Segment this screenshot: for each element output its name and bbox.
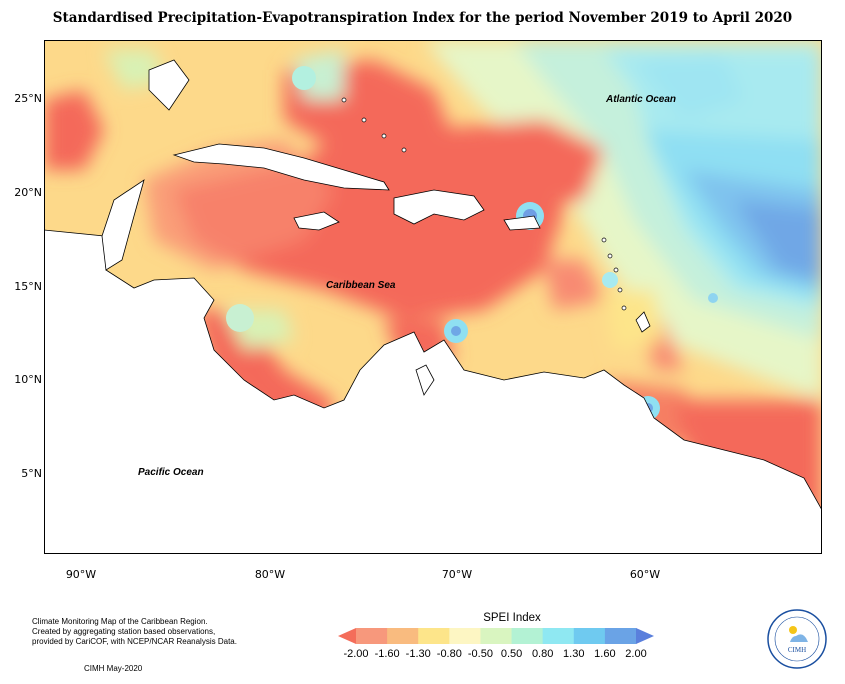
trinidad bbox=[635, 311, 651, 333]
lon-label-90w: 90°W bbox=[65, 568, 97, 581]
legend-arrow-low bbox=[338, 628, 356, 644]
lon-label-70w: 70°W bbox=[441, 568, 473, 581]
legend-swatch bbox=[542, 628, 575, 644]
legend-arrow-high bbox=[636, 628, 654, 644]
legend-tick-label: 2.00 bbox=[625, 648, 647, 660]
legend-swatch bbox=[604, 628, 637, 644]
map-canvas bbox=[44, 40, 822, 554]
yucatan bbox=[101, 179, 145, 271]
land-masses bbox=[44, 59, 822, 554]
legend-tick-label: -1.60 bbox=[374, 648, 400, 660]
legend-tick-label: 0.50 bbox=[500, 648, 523, 660]
legend-tick-label: -0.80 bbox=[436, 648, 462, 660]
footer-note: Climate Monitoring Map of the Caribbean … bbox=[32, 617, 237, 647]
legend-tick-label: 0.80 bbox=[531, 648, 554, 660]
legend-tick-label: -2.00 bbox=[343, 648, 369, 660]
lat-label-20n: 20°N bbox=[14, 186, 42, 199]
legend-swatch bbox=[449, 628, 481, 644]
footer-line: Climate Monitoring Map of the Caribbean … bbox=[32, 617, 208, 626]
sun-icon bbox=[789, 626, 797, 634]
lat-label-5n: 5°N bbox=[21, 467, 42, 480]
florida bbox=[148, 59, 190, 111]
atlantic-ocean-label: Atlantic Ocean bbox=[606, 94, 677, 105]
footer-line: Created by aggregating station based obs… bbox=[32, 627, 216, 636]
legend-swatch bbox=[418, 628, 450, 644]
cloud-icon bbox=[790, 634, 808, 642]
svg-text:CIMH: CIMH bbox=[788, 646, 806, 654]
lat-label-15n: 15°N bbox=[14, 280, 42, 293]
footer-line: provided by CariCOF, with NCEP/NCAR Rean… bbox=[32, 637, 237, 646]
spei-map bbox=[44, 40, 822, 554]
footer-credit: CIMH May-2020 bbox=[84, 664, 143, 673]
legend-tick-label: -0.50 bbox=[467, 648, 493, 660]
map-title: Standardised Precipitation-Evapotranspir… bbox=[52, 10, 793, 26]
hispaniola bbox=[393, 189, 485, 225]
lon-label-80w: 80°W bbox=[254, 568, 286, 581]
legend-tick-label: 1.60 bbox=[594, 648, 616, 660]
legend-title: SPEI Index bbox=[483, 612, 541, 624]
lesser-antilles bbox=[341, 97, 627, 311]
puerto-rico bbox=[503, 215, 541, 231]
gulf-of-venezuela-coast bbox=[415, 364, 435, 396]
map-border bbox=[44, 40, 822, 554]
legend-tick-label: 1.30 bbox=[563, 648, 585, 660]
lat-label-10n: 10°N bbox=[14, 373, 42, 386]
lat-label-25n: 25°N bbox=[14, 92, 42, 105]
jamaica bbox=[293, 211, 340, 231]
south-central-america bbox=[44, 229, 822, 554]
legend-swatch bbox=[387, 628, 419, 644]
caribbean-sea-label: Caribbean Sea bbox=[326, 280, 396, 291]
cuba bbox=[172, 143, 390, 191]
lon-label-60w: 60°W bbox=[629, 568, 661, 581]
legend-tick-label: -1.30 bbox=[405, 648, 431, 660]
legend-swatch bbox=[511, 628, 544, 644]
cimh-logo: CIMH bbox=[767, 609, 827, 669]
legend-swatch bbox=[573, 628, 606, 644]
pacific-ocean-label: Pacific Ocean bbox=[138, 467, 204, 478]
legend-swatch bbox=[480, 628, 513, 644]
legend-swatch bbox=[356, 628, 388, 644]
legend-colorbar bbox=[338, 628, 654, 644]
